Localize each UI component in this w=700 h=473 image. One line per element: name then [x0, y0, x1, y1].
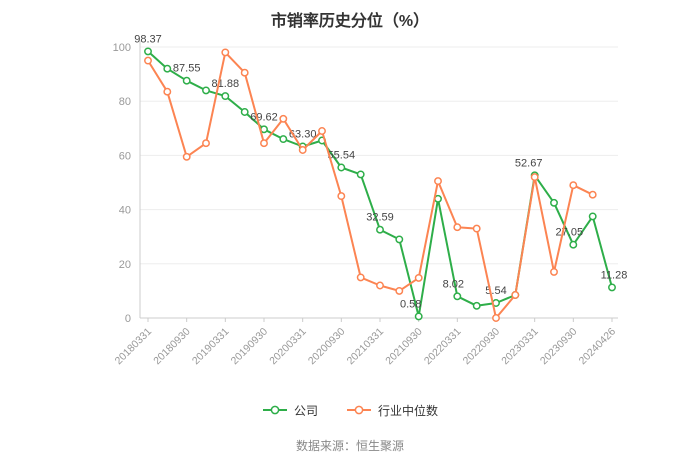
data-point-marker: [550, 198, 558, 207]
data-point-marker: [453, 223, 462, 232]
legend-label-industry-median: 行业中位数: [378, 403, 439, 418]
y-axis-tick-label: 100: [113, 42, 131, 54]
data-point-marker: [356, 273, 365, 282]
data-point-label: 81.88: [212, 78, 240, 90]
x-axis-tick-label: 20210331: [345, 326, 387, 368]
legend-label-company: 公司: [293, 403, 318, 418]
data-point-marker: [337, 192, 346, 201]
data-point-marker: [414, 312, 423, 321]
data-point-marker: [144, 56, 152, 65]
company-legend-line-marker-icon: [262, 405, 287, 415]
data-point-marker: [240, 68, 249, 77]
data-point-marker: [511, 291, 520, 299]
data-point-marker: [221, 92, 230, 101]
data-point-label: 32.59: [366, 212, 394, 224]
data-point-marker: [492, 314, 500, 322]
data-point-marker: [569, 181, 578, 190]
y-axis-tick-label: 80: [119, 96, 131, 108]
data-source: 数据来源：恒生聚源: [295, 439, 404, 453]
data-point-marker: [453, 292, 462, 301]
data-point-marker: [376, 281, 384, 290]
y-axis-tick-label: 60: [119, 150, 131, 162]
data-point-marker: [414, 273, 423, 282]
data-point-label: 69.62: [250, 111, 278, 123]
data-point-marker: [395, 235, 404, 244]
data-point-marker: [182, 152, 191, 161]
data-point-marker: [202, 139, 210, 148]
data-point-marker: [569, 240, 578, 249]
data-point-marker: [608, 283, 616, 292]
data-point-marker: [588, 212, 597, 221]
legend-item-company[interactable]: 公司: [262, 402, 318, 419]
x-axis-tick-label: 20210930: [383, 326, 425, 368]
x-axis-tick-label: 20230331: [499, 326, 541, 368]
data-point-marker: [279, 135, 288, 144]
data-point-marker: [318, 127, 326, 135]
data-point-marker: [337, 163, 346, 172]
legend-item-industry-median[interactable]: 行业中位数: [346, 402, 438, 419]
x-axis-tick-label: 20200930: [306, 326, 348, 368]
x-axis-tick-label: 20180331: [113, 326, 155, 368]
series-line-1: [147, 51, 594, 319]
x-axis-tick-label: 20230930: [538, 326, 580, 368]
data-point-marker: [221, 48, 230, 57]
y-axis-tick-label: 40: [119, 205, 131, 217]
data-point-marker: [182, 76, 191, 85]
x-axis-tick-label: 20240426: [577, 326, 619, 368]
data-point-label: 87.55: [173, 63, 201, 75]
chart-title: 市销率历史分位（%）: [271, 11, 429, 30]
x-axis-tick-label: 20200331: [267, 326, 309, 368]
data-point-marker: [530, 173, 539, 182]
y-axis-tick-label: 20: [119, 259, 131, 271]
x-axis-tick-label: 20190331: [190, 326, 232, 368]
data-point-marker: [260, 139, 268, 148]
data-point-label: 55.54: [328, 150, 356, 162]
y-axis-tick-label: 0: [125, 313, 131, 325]
x-axis-tick-label: 20220331: [422, 326, 464, 368]
data-point-marker: [588, 190, 597, 199]
data-point-marker: [298, 146, 307, 154]
data-point-marker: [472, 224, 481, 233]
data-point-marker: [163, 87, 172, 96]
data-point-marker: [279, 114, 288, 123]
data-point-marker: [356, 170, 365, 179]
data-point-marker: [550, 267, 558, 276]
data-point-marker: [376, 225, 384, 234]
data-point-marker: [240, 108, 249, 116]
data-point-marker: [395, 286, 404, 295]
data-point-label: 0.58: [400, 298, 421, 310]
x-axis-tick-label: 20220930: [461, 326, 503, 368]
data-point-label: 27.05: [556, 227, 584, 239]
data-point-label: 11.28: [601, 269, 628, 281]
x-axis-tick-label: 20190930: [229, 326, 271, 368]
data-point-label: 52.67: [515, 157, 543, 169]
data-point-marker: [144, 47, 152, 56]
x-axis-tick-label: 20180930: [151, 326, 193, 368]
industry-legend-line-marker-icon: [347, 405, 371, 415]
legend: 公司 行业中位数: [0, 397, 700, 423]
data-point-marker: [163, 64, 172, 73]
data-point-marker: [472, 301, 481, 310]
data-point-marker: [434, 177, 442, 186]
data-point-marker: [202, 86, 210, 95]
data-point-label: 98.37: [134, 33, 162, 45]
percentile-line-chart: 市销率历史分位（%） 02040608010020180331201809302…: [113, 11, 628, 368]
data-point-label: 8.02: [443, 278, 464, 290]
